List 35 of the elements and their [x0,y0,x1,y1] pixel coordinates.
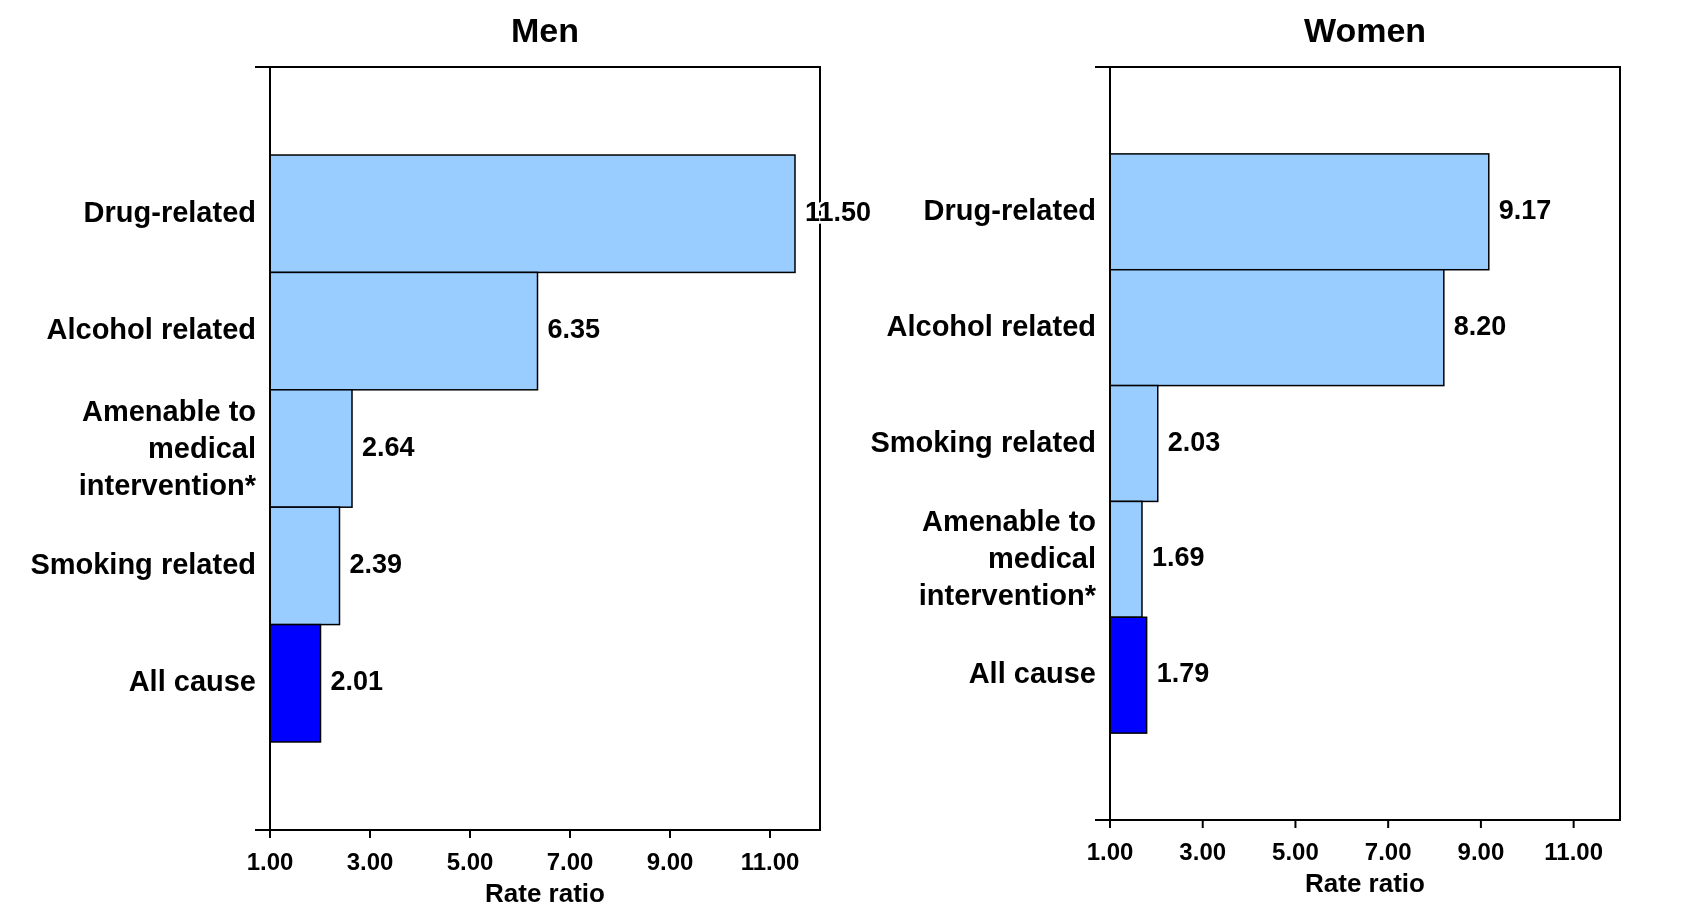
x-tick-label: 3.00 [1179,838,1227,865]
y-tick-label: All cause [128,664,256,697]
x-tick-label: 11.00 [1544,838,1603,865]
data-label: 1.69 [1151,542,1205,573]
data-label: 2.64 [362,431,415,462]
y-tick-label: Smoking related [870,425,1096,458]
data-label: 8.20 [1453,310,1507,341]
x-tick-label: 3.00 [346,848,394,875]
data-label: 2.03 [1167,426,1221,457]
data-label: 2.39 [349,549,403,580]
x-tick-label: 11.00 [740,848,800,875]
y-tick-label: Drug-related [83,195,256,228]
x-tick-label: 5.00 [1272,838,1319,865]
x-axis-title: Rate ratio [485,878,605,907]
x-tick-label: 1.00 [246,848,294,875]
x-axis-title: Rate ratio [1305,868,1425,898]
x-tick-label: 9.00 [646,848,694,875]
data-label: 1.79 [1156,658,1210,689]
y-tick-label: Alcohol related [46,312,256,345]
y-tick-label: Amenable to medical intervention* [918,505,1097,611]
y-tick-label: Drug-related [923,193,1096,226]
y-tick-label: Amenable to medical intervention* [78,394,257,501]
y-tick-label: All cause [968,656,1096,689]
data-label: 6.35 [547,314,601,345]
x-tick-label: 9.00 [1457,838,1505,865]
data-label: 2.01 [330,666,384,697]
chart-title: Men [511,11,579,49]
x-tick-label: 7.00 [1364,838,1412,865]
y-tick-label: Alcohol related [886,309,1096,342]
y-tick-label: Smoking related [30,547,256,580]
data-label: 9.17 [1498,194,1552,225]
x-tick-label: 7.00 [546,848,594,875]
x-tick-label: 1.00 [1086,838,1134,865]
chart-title: Women [1303,11,1427,49]
x-tick-label: 5.00 [446,848,494,875]
